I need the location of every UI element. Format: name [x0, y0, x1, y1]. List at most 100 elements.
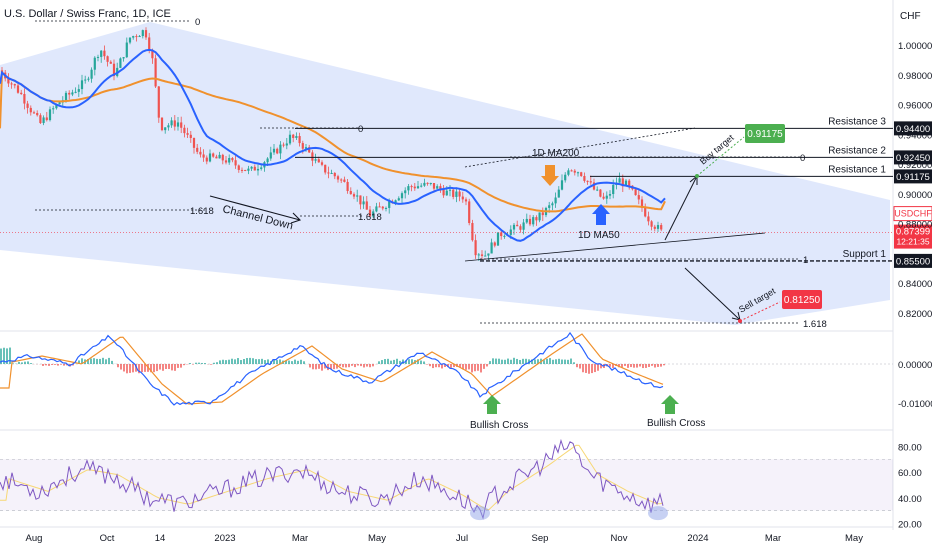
price-tick: 1.00000 — [898, 41, 932, 52]
macd-hist-bar — [141, 364, 143, 373]
macd-hist-bar — [402, 359, 404, 364]
candle-body — [362, 201, 365, 205]
candle-body — [384, 207, 388, 209]
candle-body — [212, 153, 215, 157]
macd-hist-bar — [135, 364, 137, 372]
candle-body — [602, 196, 605, 199]
candle-body — [205, 157, 208, 162]
candle-body — [474, 240, 477, 256]
macd-hist-bar — [156, 364, 158, 372]
macd-hist-bar — [171, 364, 173, 371]
candle-body — [416, 186, 420, 189]
candle-body — [548, 205, 551, 208]
candle-body — [554, 197, 557, 204]
candle-body — [276, 148, 279, 154]
candle-body — [292, 134, 295, 138]
macd-hist-bar — [216, 362, 218, 364]
candle-body — [176, 122, 180, 127]
candle-body — [84, 79, 87, 81]
macd-hist-bar — [183, 364, 185, 366]
candle-body — [653, 226, 656, 229]
candle-body — [477, 254, 480, 256]
channel-down-band — [0, 22, 890, 325]
macd-hist-bar — [327, 364, 329, 371]
bullish-cross-label: Bullish Cross — [647, 418, 705, 429]
sell-target-value: 0.81250 — [784, 295, 821, 306]
macd-hist-bar — [480, 364, 482, 373]
candle-body — [122, 57, 125, 59]
macd-hist-bar — [126, 364, 128, 374]
macd-hist-bar — [132, 364, 134, 373]
macd-hist-bar — [18, 361, 20, 364]
axes: 1.00000 0.98000 0.96000 0.94000 0.92000 0.900… — [26, 41, 932, 544]
macd-hist-bar — [381, 360, 383, 364]
candle-body — [183, 127, 186, 134]
candle-body — [100, 50, 103, 57]
candle-body — [343, 179, 346, 182]
macd-hist-bar — [564, 359, 566, 364]
candle-body — [170, 120, 173, 126]
macd-hist-bar — [63, 364, 65, 366]
level-label: Resistance 2 — [828, 145, 886, 156]
ma200-line — [0, 70, 666, 213]
macd-hist-bar — [258, 359, 260, 364]
macd-hist-bar — [9, 347, 11, 364]
candle-body — [340, 179, 343, 181]
up-projection-arrow — [664, 175, 698, 241]
candle-body — [605, 195, 608, 199]
macd-hist-bar — [525, 358, 527, 364]
macd-hist-bar — [585, 364, 587, 373]
macd-hist-bar — [246, 358, 248, 364]
macd-hist-bar — [546, 358, 548, 364]
level-price: 0.91175 — [896, 172, 930, 183]
price-tick: 0.90000 — [898, 190, 932, 201]
macd-hist-bar — [531, 359, 533, 364]
macd-hist-bar — [6, 348, 8, 364]
candle-body — [500, 232, 503, 237]
candle-body — [199, 151, 202, 155]
candle-body — [333, 172, 336, 177]
price-tick: 0.94000 — [898, 130, 932, 141]
macd-hist-bar — [21, 362, 23, 364]
macd-hist-bar — [192, 364, 194, 365]
price-tick: 0.92000 — [898, 160, 932, 171]
macd-hist-bar — [486, 364, 488, 367]
candle-body — [410, 186, 413, 188]
macd-hist-bar — [12, 363, 14, 364]
level-label: Resistance 3 — [828, 116, 886, 127]
candle-body — [52, 108, 55, 110]
sell-target-dot — [738, 319, 742, 323]
macd-hist-bar — [465, 364, 467, 370]
candle-body — [317, 159, 320, 163]
macd-hist-bar — [180, 364, 182, 368]
candle-body — [496, 232, 500, 246]
macd-hist-bar — [195, 362, 197, 364]
candle-body — [189, 134, 192, 138]
macd-hist-bar — [357, 364, 359, 366]
candle-body — [464, 199, 468, 202]
macd-hist-bar — [387, 358, 389, 364]
macd-hist-bar — [42, 364, 44, 366]
macd-hist-bar — [252, 358, 254, 364]
macd-hist-bar — [243, 359, 245, 364]
rsi-tick: 60.00 — [898, 468, 922, 479]
candle-body — [36, 112, 39, 116]
candle-body — [42, 117, 45, 124]
candle-body — [301, 143, 304, 149]
current-price-box — [894, 224, 932, 249]
candle-body — [103, 50, 106, 57]
candle-body — [359, 195, 362, 205]
macd-hist-bar — [87, 359, 89, 364]
macd-hist-bar — [315, 364, 317, 370]
candle-body — [256, 168, 260, 171]
candle-body — [192, 137, 196, 148]
candle-body — [279, 144, 282, 154]
macd-line — [0, 331, 664, 406]
candle-body — [304, 147, 308, 149]
buy-target-box — [745, 124, 785, 143]
macd-hist-bar — [459, 364, 461, 368]
macd-hist-bar — [48, 364, 50, 366]
candle-body — [298, 136, 301, 144]
candle-body — [240, 169, 244, 171]
